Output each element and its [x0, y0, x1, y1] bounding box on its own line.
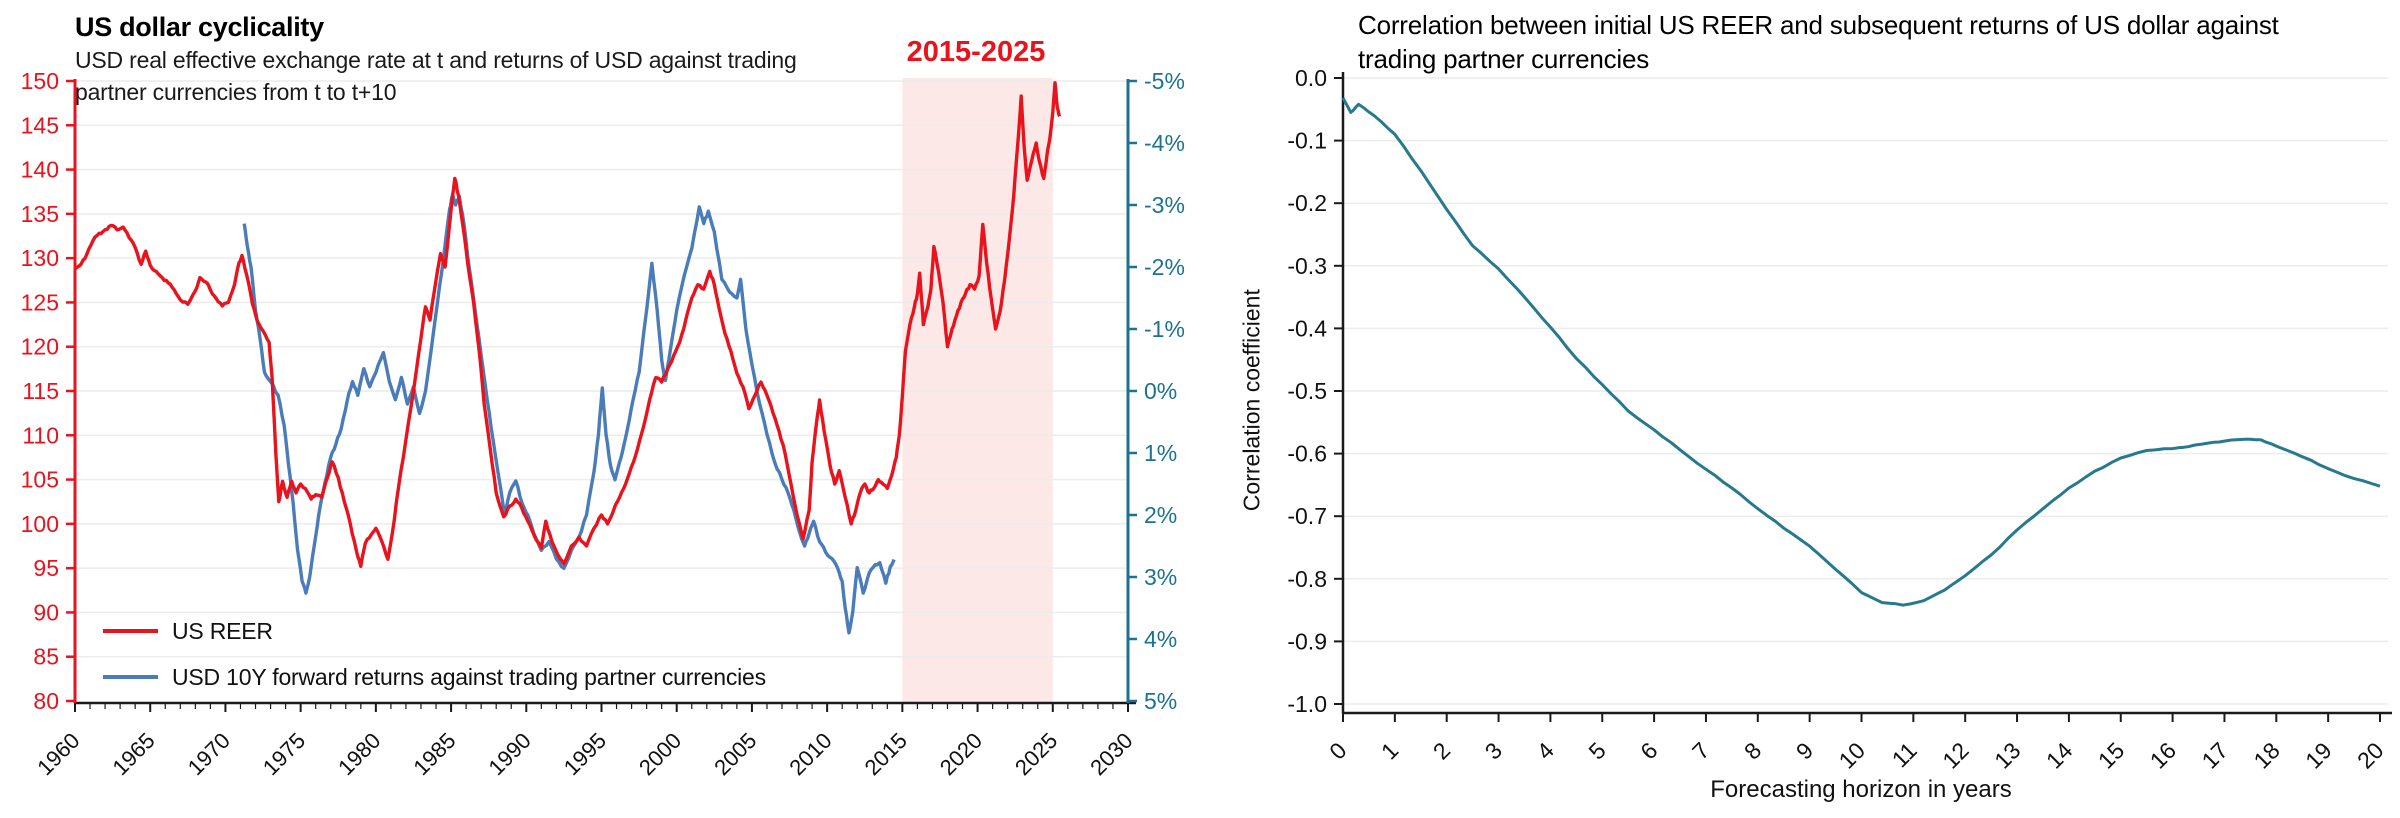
x-tick-label: 5 [1583, 737, 1610, 764]
right-y-tick-label: -5% [1144, 68, 1185, 94]
us-reer-line-swatch [103, 629, 158, 633]
x-tick-label: 2025 [1010, 728, 1062, 780]
x-tick-label: 1960 [32, 728, 84, 780]
right-y-tick-label: 2% [1144, 502, 1177, 528]
left-y-tick-label: 135 [21, 201, 59, 227]
left-y-tick-label: 120 [21, 334, 59, 360]
y-tick-label: 0.0 [1295, 65, 1327, 91]
x-tick-label: 19 [2300, 737, 2336, 773]
x-tick-label: 1 [1376, 737, 1403, 764]
x-tick-label: 3 [1480, 737, 1507, 764]
legend-item-us-reer: US REER [103, 608, 766, 654]
x-tick-label: 2 [1428, 737, 1455, 764]
y-tick-label: -0.9 [1287, 628, 1327, 654]
x-tick-label: 7 [1687, 737, 1714, 764]
left-y-tick-label: 90 [33, 599, 59, 625]
x-tick-label: 20 [2352, 737, 2388, 773]
legend-label-us-reer: US REER [172, 617, 273, 644]
x-tick-label: 1980 [333, 728, 385, 780]
x-tick-label: 2000 [634, 728, 686, 780]
usd-forward-line-swatch [103, 675, 158, 679]
right-y-tick-label: -2% [1144, 254, 1185, 280]
legend-label-usd-forward: USD 10Y forward returns against trading … [172, 663, 766, 690]
left-chart-subtitle: USD real effective exchange rate at t an… [75, 44, 797, 108]
left-chart-subtitle-line2: partner currencies from t to t+10 [75, 79, 397, 105]
right-chart-title-line2: trading partner currencies [1358, 44, 1650, 74]
x-tick-label: 1975 [258, 728, 310, 780]
right-y-tick-label: 4% [1144, 626, 1177, 652]
x-tick-label: 12 [1937, 737, 1973, 773]
right-chart-x-axis-label: Forecasting horizon in years [1710, 776, 2012, 803]
usd-forward-returns-line [242, 192, 896, 635]
left-y-tick-label: 145 [21, 112, 59, 138]
y-tick-label: -0.7 [1287, 503, 1327, 529]
left-chart-title: US dollar cyclicality [75, 12, 324, 42]
x-tick-label: 1990 [484, 728, 536, 780]
x-tick-label: 6 [1635, 737, 1662, 764]
right-chart-y-axis-label: Correlation coefficient [1238, 289, 1265, 512]
right-y-tick-label: 1% [1144, 440, 1177, 466]
left-y-tick-label: 80 [33, 688, 59, 714]
x-tick-label: 13 [1989, 737, 2025, 773]
x-tick-label: 1995 [559, 728, 611, 780]
y-tick-label: -0.1 [1287, 128, 1327, 154]
left-y-tick-label: 100 [21, 511, 59, 537]
right-y-tick-label: 0% [1144, 378, 1177, 404]
right-y-tick-label: -4% [1144, 130, 1185, 156]
x-tick-label: 2005 [709, 728, 761, 780]
x-tick-label: 1965 [107, 728, 159, 780]
left-y-tick-label: 110 [22, 422, 59, 448]
x-tick-label: 0 [1324, 737, 1351, 764]
correlation-curve [1341, 97, 2381, 607]
right-y-tick-label: 3% [1144, 564, 1177, 590]
x-tick-label: 8 [1739, 737, 1766, 764]
x-tick-label: 18 [2248, 737, 2284, 773]
y-tick-label: -0.6 [1287, 441, 1327, 467]
right-chart-title-line1: Correlation between initial US REER and … [1358, 10, 2279, 40]
x-tick-label: 15 [2093, 737, 2129, 773]
legend-item-usd-forward: USD 10Y forward returns against trading … [103, 654, 766, 700]
x-tick-label: 1985 [408, 728, 460, 780]
y-tick-label: -1.0 [1287, 691, 1327, 717]
left-y-tick-label: 125 [21, 289, 59, 315]
y-tick-label: -0.8 [1287, 566, 1327, 592]
x-tick-label: 16 [2145, 737, 2181, 773]
left-y-tick-label: 95 [33, 555, 59, 581]
highlight-band-label: 2015-2025 [906, 36, 1046, 68]
x-tick-label: 10 [1834, 737, 1870, 773]
x-tick-label: 2020 [935, 728, 987, 780]
x-tick-label: 2010 [784, 728, 836, 780]
us-reer-line [74, 81, 1062, 569]
y-tick-label: -0.4 [1287, 315, 1327, 341]
y-tick-label: -0.2 [1287, 190, 1327, 216]
left-y-tick-label: 140 [21, 157, 59, 183]
x-tick-label: 11 [1887, 737, 1922, 772]
right-y-tick-label: 5% [1144, 688, 1177, 714]
x-tick-label: 1970 [183, 728, 235, 780]
x-tick-label: 14 [2041, 737, 2078, 774]
left-y-tick-label: 105 [21, 467, 59, 493]
x-tick-label: 2030 [1085, 728, 1137, 780]
x-tick-label: 17 [2197, 737, 2233, 773]
right-y-tick-label: -1% [1144, 316, 1185, 342]
right-chart-title: Correlation between initial US REER and … [1358, 8, 2368, 76]
x-tick-label: 9 [1791, 737, 1818, 764]
left-chart-legend: US REER USD 10Y forward returns against … [103, 608, 766, 700]
left-y-tick-label: 85 [33, 644, 59, 670]
left-y-tick-label: 150 [21, 68, 59, 94]
x-tick-label: 2015 [860, 728, 912, 780]
y-tick-label: -0.3 [1287, 253, 1327, 279]
left-y-tick-label: 130 [21, 245, 59, 271]
right-y-tick-label: -3% [1144, 192, 1185, 218]
y-tick-label: -0.5 [1287, 378, 1327, 404]
left-chart-subtitle-line1: USD real effective exchange rate at t an… [75, 47, 797, 73]
left-y-tick-label: 115 [22, 378, 59, 404]
x-tick-label: 4 [1532, 737, 1560, 765]
